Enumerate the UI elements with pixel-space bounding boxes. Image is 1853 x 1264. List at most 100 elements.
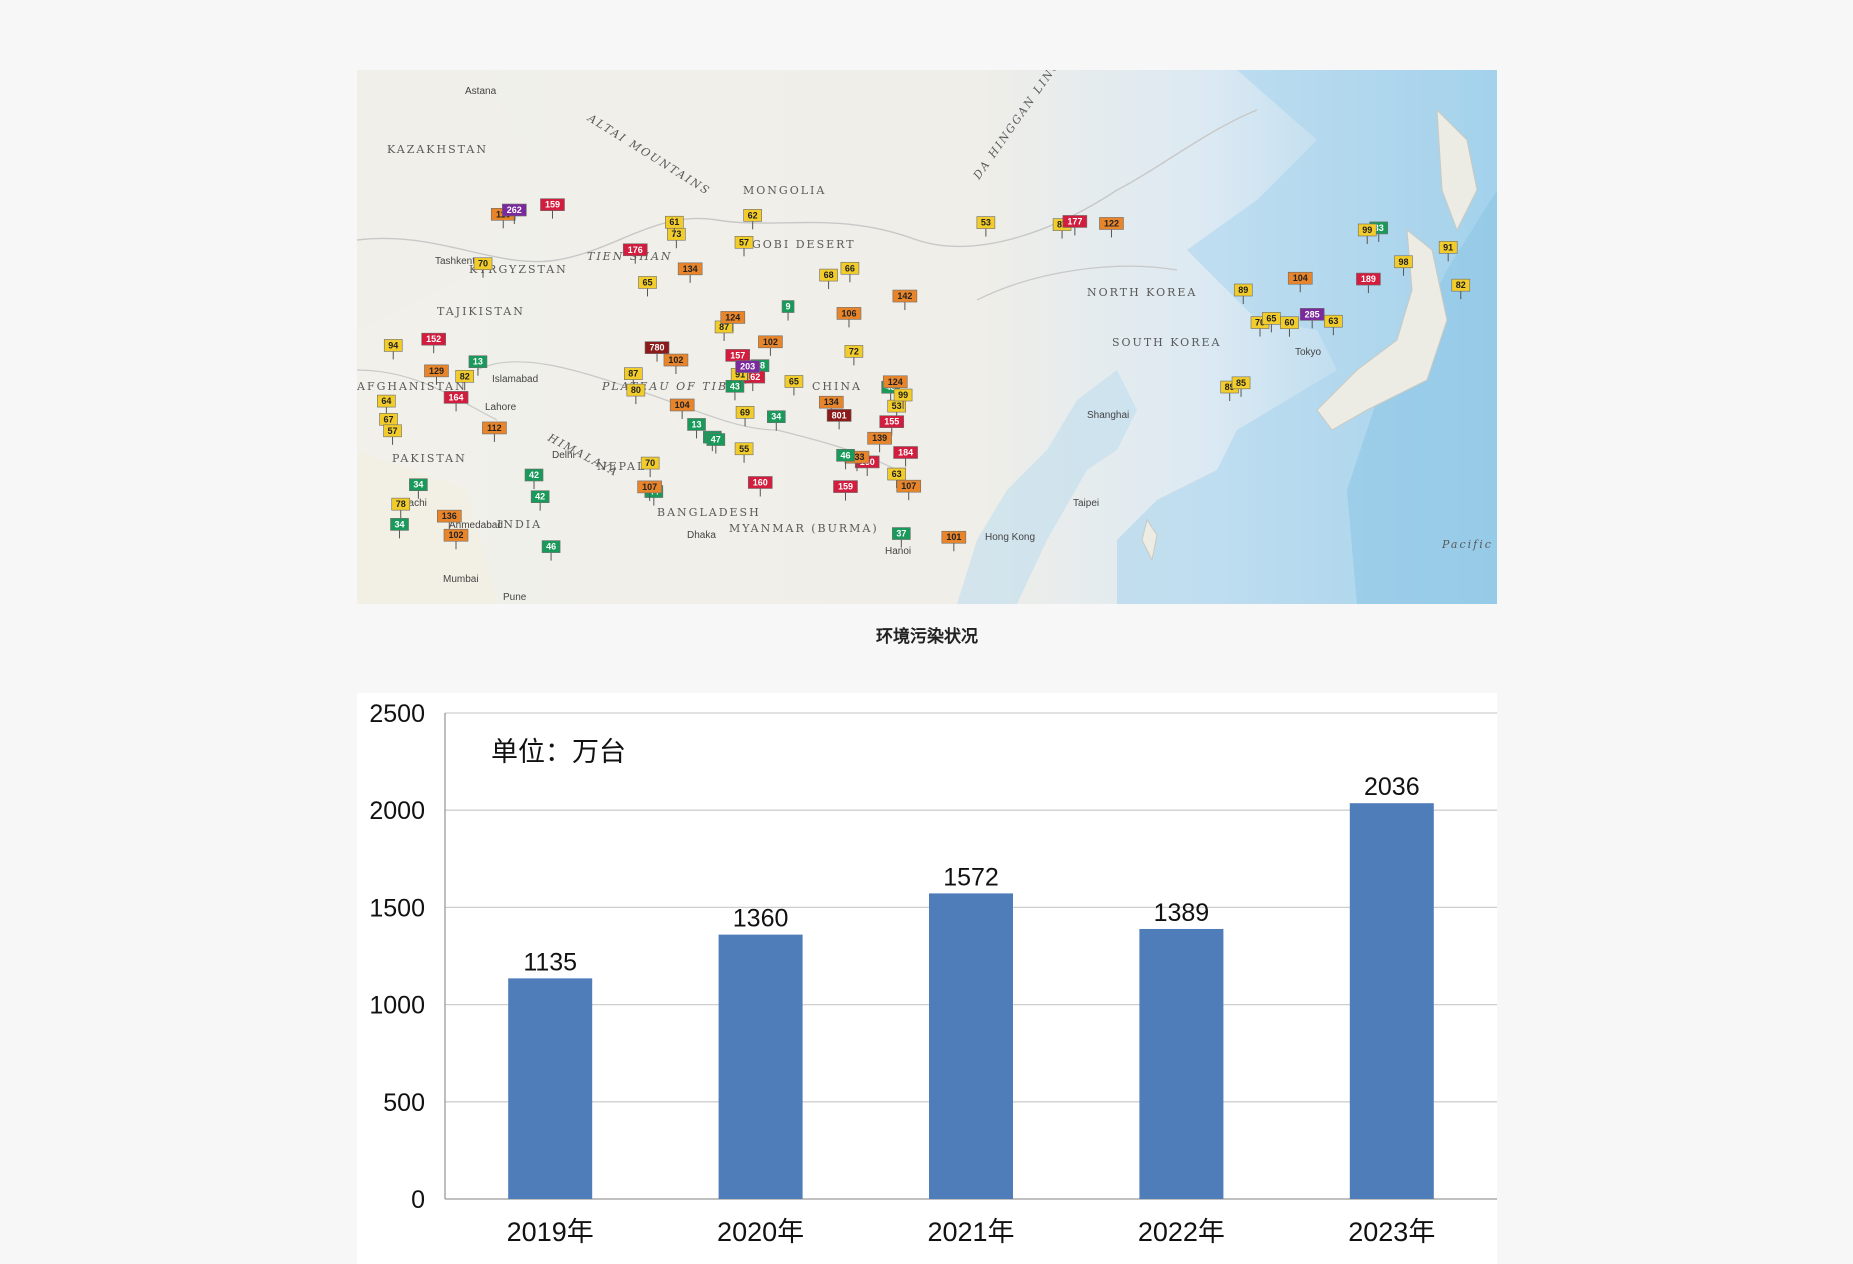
aqi-marker[interactable]: 159 <box>833 480 858 501</box>
aqi-marker[interactable]: 159 <box>540 198 565 219</box>
aqi-marker-box <box>640 456 660 470</box>
aqi-marker[interactable]: 102 <box>443 528 469 550</box>
aqi-marker[interactable]: 13 <box>468 355 488 376</box>
aqi-marker-value: 155 <box>884 417 899 427</box>
aqi-marker[interactable]: 13 <box>687 418 706 439</box>
aqi-marker-value: 89 <box>1238 285 1248 295</box>
aqi-marker[interactable]: 55 <box>734 442 754 463</box>
aqi-marker-box <box>541 540 561 553</box>
aqi-marker[interactable]: 177 <box>1062 215 1088 236</box>
aqi-marker[interactable]: 70 <box>640 456 660 478</box>
aqi-marker[interactable]: 78 <box>391 497 411 519</box>
aqi-marker[interactable]: 189 <box>1356 272 1381 294</box>
aqi-marker[interactable]: 285 <box>1299 308 1325 329</box>
aqi-marker[interactable]: 98 <box>1394 255 1413 276</box>
aqi-marker[interactable]: 106 <box>836 307 862 328</box>
aqi-marker[interactable]: 64 <box>377 394 396 416</box>
aqi-marker[interactable]: 99 <box>893 388 913 410</box>
aqi-marker[interactable]: 160 <box>747 476 773 497</box>
aqi-marker-value: 122 <box>1104 218 1119 228</box>
aqi-marker[interactable]: 89 <box>1233 283 1253 305</box>
map-label: NORTH KOREA <box>1087 286 1197 299</box>
aqi-marker[interactable]: 164 <box>443 391 469 412</box>
aqi-marker[interactable]: 203 <box>735 360 760 381</box>
aqi-marker[interactable]: 129 <box>424 364 449 385</box>
aqi-marker[interactable]: 65 <box>1262 312 1281 333</box>
aqi-marker[interactable]: 46 <box>836 448 855 470</box>
aqi-marker[interactable]: 43 <box>725 379 745 401</box>
aqi-marker[interactable]: 61 <box>665 215 684 237</box>
aqi-marker-value: 102 <box>668 355 683 365</box>
aqi-marker-value: 106 <box>841 308 856 318</box>
aqi-marker[interactable]: 780 <box>644 341 670 362</box>
aqi-marker[interactable]: 34 <box>409 478 428 499</box>
aqi-marker[interactable]: 94 <box>383 339 403 360</box>
aqi-marker[interactable]: 102 <box>758 335 783 356</box>
aqi-marker[interactable]: 152 <box>421 332 446 354</box>
aqi-marker[interactable]: 101 <box>941 530 967 552</box>
aqi-marker-box <box>1299 308 1325 321</box>
aqi-marker[interactable]: 37 <box>892 527 911 548</box>
aqi-marker[interactable]: 262 <box>502 203 527 225</box>
aqi-marker[interactable]: 107 <box>896 479 922 501</box>
city-label: Taipei <box>1073 498 1099 509</box>
aqi-marker-box <box>1356 272 1381 286</box>
aqi-marker[interactable]: 65 <box>638 276 657 297</box>
map-label: MYANMAR (BURMA) <box>729 522 879 535</box>
aqi-marker-box <box>976 216 996 229</box>
aqi-marker[interactable]: 87 <box>714 320 734 341</box>
aqi-marker[interactable]: 66 <box>840 261 860 283</box>
aqi-marker[interactable]: 60 <box>1280 316 1299 337</box>
aqi-marker[interactable]: 91 <box>1438 240 1458 262</box>
aqi-marker[interactable]: 139 <box>867 431 892 453</box>
aqi-marker[interactable]: 142 <box>892 289 918 311</box>
aqi-marker[interactable]: 85 <box>1231 376 1251 397</box>
aqi-marker[interactable]: 46 <box>541 540 561 561</box>
aqi-marker[interactable]: 63 <box>887 467 906 489</box>
aqi-marker[interactable]: 801 <box>826 409 852 430</box>
aqi-marker[interactable]: 34 <box>766 410 786 431</box>
aqi-marker[interactable]: 65 <box>784 375 804 396</box>
aqi-marker[interactable]: 42 <box>524 468 544 489</box>
aqi-marker[interactable]: 73 <box>667 227 686 249</box>
air-quality-map[interactable]: KAZAKHSTAN MONGOLIA GOBI DESERT KYRGYZST… <box>357 70 1497 604</box>
aqi-marker[interactable]: 53 <box>976 216 996 237</box>
aqi-marker[interactable]: 122 <box>1099 217 1124 238</box>
bar <box>1349 803 1434 1199</box>
aqi-marker-value: 68 <box>824 270 834 280</box>
aqi-marker[interactable]: 72 <box>844 345 864 366</box>
aqi-marker[interactable]: 82 <box>1451 278 1471 300</box>
aqi-marker[interactable]: 68 <box>819 268 838 290</box>
aqi-marker[interactable]: 102 <box>663 353 689 375</box>
aqi-marker[interactable]: 104 <box>669 398 695 419</box>
aqi-marker[interactable]: 70 <box>473 257 493 278</box>
aqi-marker[interactable]: 107 <box>637 480 662 501</box>
aqi-marker[interactable]: 47 <box>706 433 726 454</box>
aqi-marker-value: 189 <box>1361 274 1376 284</box>
aqi-marker[interactable]: 57 <box>734 235 754 257</box>
aqi-marker[interactable]: 184 <box>893 446 918 467</box>
aqi-marker-box <box>818 395 844 409</box>
aqi-marker[interactable]: 176 <box>622 243 648 264</box>
aqi-marker[interactable]: 9 <box>781 300 795 321</box>
aqi-marker-box <box>473 257 493 271</box>
bar <box>929 893 1013 1199</box>
aqi-marker[interactable]: 104 <box>1287 271 1313 293</box>
bar-value-label: 2036 <box>1364 773 1420 801</box>
aqi-marker[interactable]: 124 <box>720 311 746 332</box>
aqi-marker[interactable]: 63 <box>1324 314 1343 336</box>
aqi-marker[interactable]: 134 <box>677 262 703 283</box>
aqi-marker[interactable]: 80 <box>626 383 646 405</box>
aqi-marker[interactable]: 62 <box>743 209 762 230</box>
aqi-marker-box <box>882 375 908 389</box>
aqi-marker[interactable]: 42 <box>530 490 550 511</box>
bar-chart-panel: 2500 2000 1500 1000 500 0 2019年 2020年 20… <box>357 693 1497 1264</box>
aqi-marker[interactable]: 136 <box>437 509 462 531</box>
aqi-marker[interactable]: 57 <box>383 424 402 445</box>
aqi-marker[interactable]: 112 <box>482 421 507 442</box>
aqi-marker[interactable]: 82 <box>455 369 475 391</box>
city-label: Lahore <box>485 402 517 413</box>
aqi-marker[interactable]: 99 <box>1357 223 1377 244</box>
aqi-marker[interactable]: 69 <box>735 406 755 427</box>
aqi-marker[interactable]: 34 <box>390 518 409 539</box>
